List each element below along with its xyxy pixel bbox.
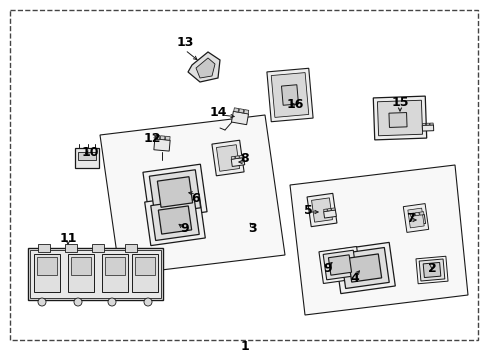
Bar — [125, 244, 137, 252]
Polygon shape — [196, 58, 215, 78]
Polygon shape — [100, 115, 285, 275]
Text: 15: 15 — [391, 95, 409, 108]
Polygon shape — [158, 206, 192, 234]
Polygon shape — [389, 113, 407, 127]
Polygon shape — [278, 80, 302, 110]
Text: 4: 4 — [351, 271, 359, 284]
Polygon shape — [240, 155, 244, 158]
Bar — [135, 257, 155, 275]
Polygon shape — [328, 255, 351, 275]
Polygon shape — [410, 213, 415, 216]
Bar — [34, 254, 60, 292]
Polygon shape — [382, 107, 415, 134]
Text: 6: 6 — [192, 192, 200, 204]
Polygon shape — [157, 177, 193, 207]
Polygon shape — [411, 215, 425, 225]
Polygon shape — [281, 85, 298, 105]
Bar — [38, 244, 50, 252]
Text: 11: 11 — [59, 231, 77, 244]
Polygon shape — [419, 259, 445, 281]
Polygon shape — [149, 170, 200, 214]
Circle shape — [108, 298, 116, 306]
Text: 1: 1 — [241, 341, 249, 354]
Polygon shape — [408, 208, 424, 228]
Polygon shape — [212, 140, 244, 176]
Polygon shape — [419, 212, 424, 215]
Polygon shape — [385, 109, 411, 131]
Text: 8: 8 — [241, 152, 249, 165]
Text: 14: 14 — [209, 105, 227, 118]
Polygon shape — [327, 208, 331, 211]
Polygon shape — [416, 256, 448, 284]
Polygon shape — [271, 73, 309, 117]
Polygon shape — [307, 193, 337, 227]
Text: 3: 3 — [247, 221, 256, 234]
Polygon shape — [160, 136, 165, 140]
Polygon shape — [373, 96, 427, 140]
Text: 2: 2 — [428, 261, 437, 274]
Text: 9: 9 — [181, 221, 189, 234]
Bar — [78, 152, 96, 160]
Text: 7: 7 — [406, 211, 415, 225]
Text: 16: 16 — [286, 99, 304, 112]
Text: 10: 10 — [81, 145, 99, 158]
Polygon shape — [324, 210, 336, 218]
Polygon shape — [274, 76, 305, 114]
Polygon shape — [143, 164, 207, 220]
Text: 13: 13 — [176, 36, 194, 49]
Polygon shape — [231, 111, 248, 125]
Polygon shape — [312, 198, 332, 222]
Bar — [105, 257, 125, 275]
Text: 5: 5 — [304, 203, 313, 216]
Polygon shape — [335, 242, 395, 294]
Polygon shape — [415, 212, 419, 216]
Circle shape — [38, 298, 46, 306]
Polygon shape — [217, 145, 240, 171]
Polygon shape — [319, 247, 361, 283]
Bar — [102, 254, 128, 292]
Polygon shape — [332, 208, 335, 211]
Polygon shape — [154, 139, 170, 151]
Polygon shape — [430, 123, 433, 125]
Bar — [68, 254, 94, 292]
Polygon shape — [244, 109, 249, 114]
Polygon shape — [377, 100, 422, 136]
Polygon shape — [166, 136, 170, 140]
Polygon shape — [323, 250, 357, 280]
Polygon shape — [235, 156, 239, 159]
Circle shape — [144, 298, 152, 306]
Polygon shape — [155, 135, 160, 139]
Bar — [28, 248, 163, 300]
Polygon shape — [403, 204, 429, 233]
Bar — [75, 148, 99, 168]
Polygon shape — [239, 109, 244, 113]
Bar — [71, 257, 91, 275]
Polygon shape — [231, 156, 235, 159]
Bar — [30, 250, 161, 298]
Text: 12: 12 — [143, 131, 161, 144]
Bar — [92, 244, 104, 252]
Polygon shape — [145, 194, 205, 246]
Bar — [37, 257, 57, 275]
Polygon shape — [323, 209, 327, 212]
Polygon shape — [422, 123, 426, 125]
Polygon shape — [341, 248, 389, 288]
Polygon shape — [422, 125, 434, 131]
Polygon shape — [188, 52, 220, 82]
Polygon shape — [231, 158, 245, 166]
Circle shape — [74, 298, 82, 306]
Polygon shape — [348, 254, 382, 282]
Text: 9: 9 — [324, 261, 332, 274]
Polygon shape — [151, 199, 199, 240]
Polygon shape — [267, 68, 313, 122]
Polygon shape — [290, 165, 468, 315]
Polygon shape — [426, 123, 430, 125]
Polygon shape — [423, 262, 441, 278]
Polygon shape — [234, 108, 239, 112]
Bar — [65, 244, 77, 252]
Bar — [132, 254, 158, 292]
